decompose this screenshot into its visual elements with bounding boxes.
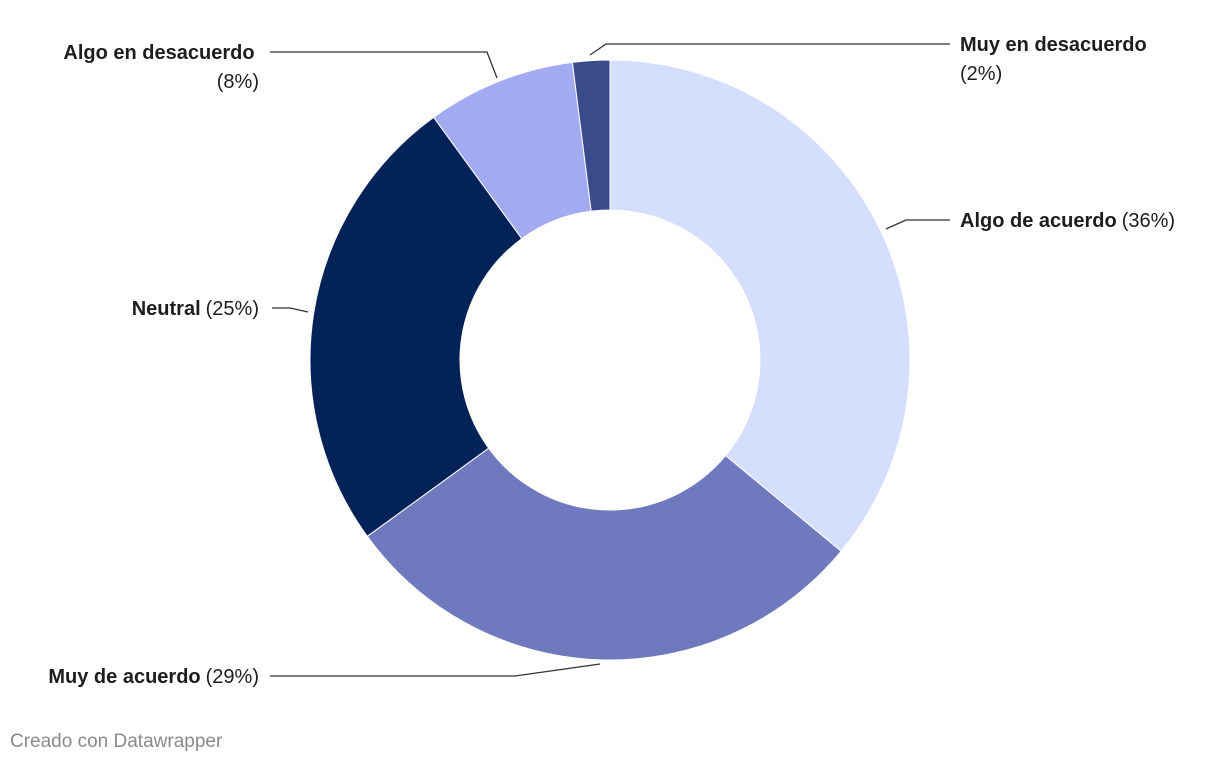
slice-label-neutral: Neutral (25%) [132, 298, 259, 320]
donut-slice-muy-en-desacuerdo[interactable] [571, 59, 611, 212]
leader-line-algo-en-desacuerdo [270, 51, 498, 79]
donut-slice-neutral[interactable] [309, 116, 523, 538]
donut-slices [309, 59, 911, 661]
slice-label-muy-de-acuerdo: Muy de acuerdo (29%) [48, 666, 259, 688]
slice-label-algo-en-desacuerdo: Algo en desacuerdo (8%) [63, 42, 259, 93]
slice-label-muy-en-desacuerdo: Muy en desacuerdo (2%) [960, 34, 1151, 85]
donut-slice-algo-de-acuerdo[interactable] [609, 59, 911, 552]
leader-line-neutral [272, 307, 309, 313]
donut-slice-muy-de-acuerdo[interactable] [366, 447, 842, 661]
leader-line-algo-de-acuerdo [885, 219, 950, 230]
leader-line-muy-de-acuerdo [270, 663, 601, 677]
credit-text: Creado con Datawrapper [10, 731, 223, 752]
slice-label-algo-de-acuerdo: Algo de acuerdo (36%) [960, 210, 1175, 232]
leader-line-muy-en-desacuerdo [589, 43, 950, 56]
